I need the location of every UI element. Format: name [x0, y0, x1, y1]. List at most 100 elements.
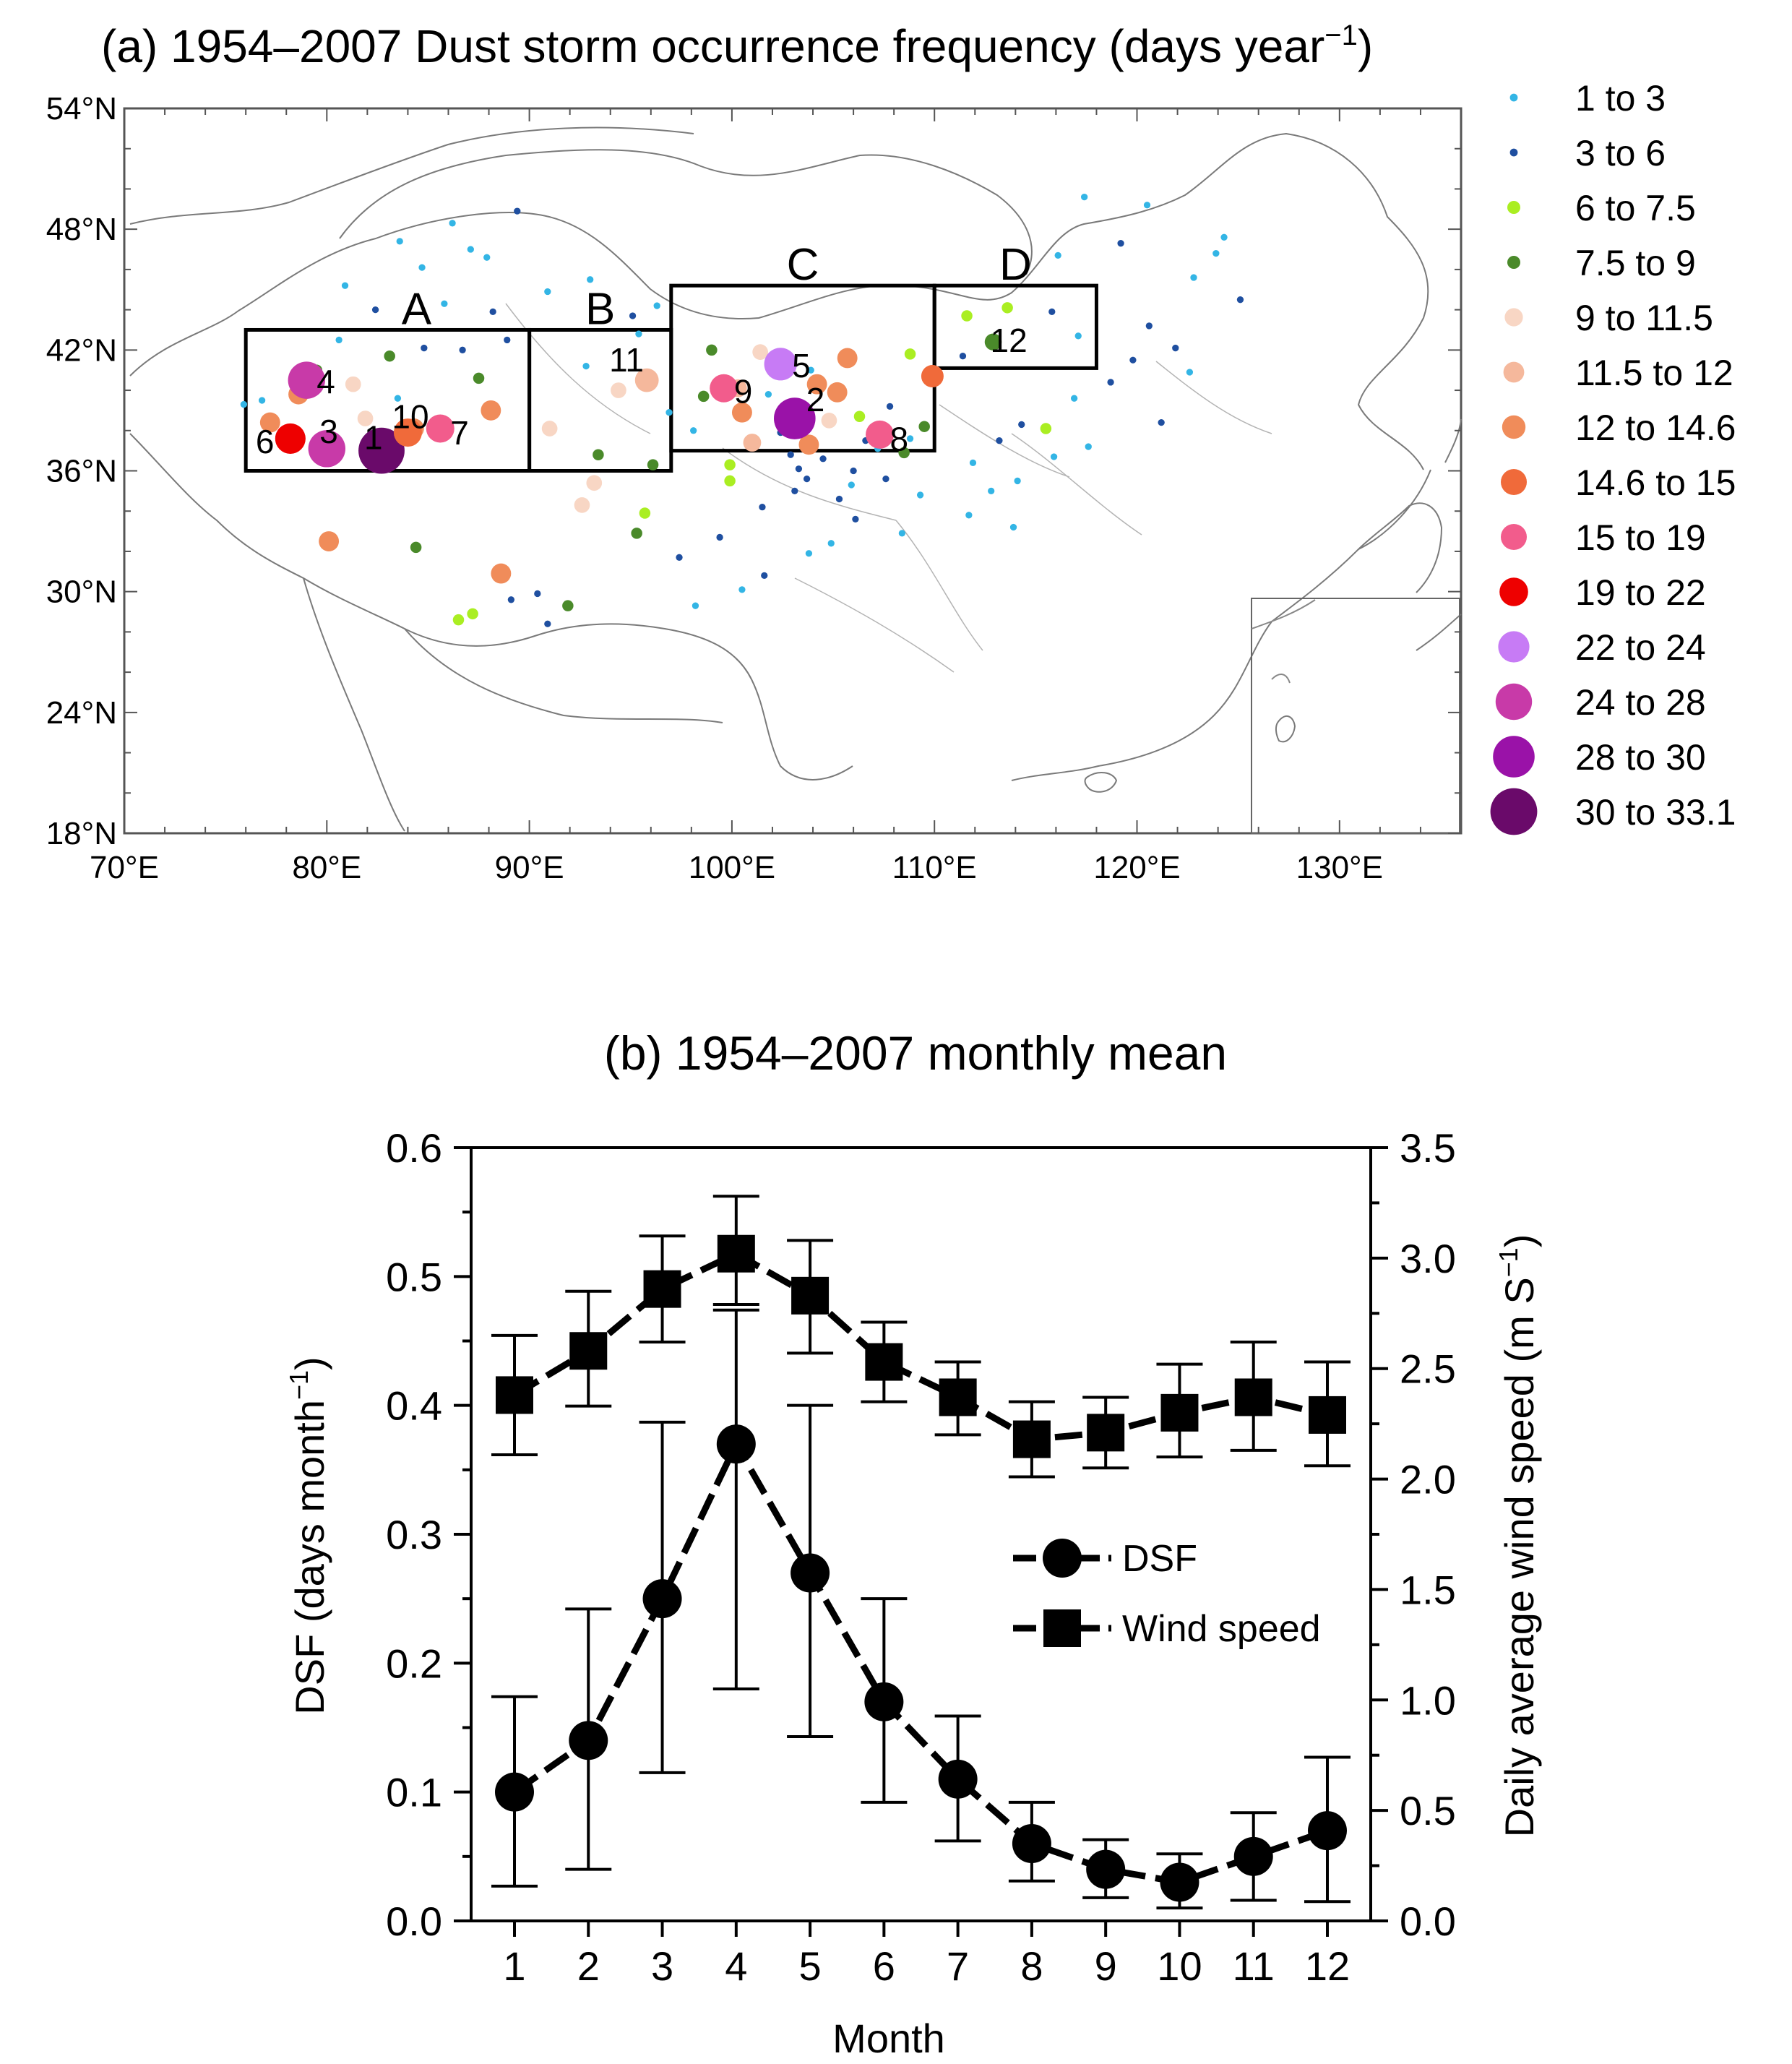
mongolia-border [339, 149, 1033, 275]
map-legend: 1 to 3 3 to 6 6 to 7.5 7.5 to 9 9 to 11.5 11.… [1490, 78, 1736, 835]
station-point [473, 372, 485, 384]
wind-speed-point [1234, 1378, 1272, 1416]
lat-tick-label: 48°N [46, 212, 117, 247]
station-7-marker [426, 414, 455, 443]
x-tick-label: 1 [503, 1943, 525, 1989]
station-9-label: 9 [734, 372, 753, 410]
russia-border [129, 126, 694, 225]
lat-tick-label: 24°N [46, 695, 117, 731]
station-point [647, 459, 659, 470]
province-lines [505, 303, 1272, 673]
station-10-marker [393, 418, 422, 447]
legend-marker-3 [1507, 256, 1520, 269]
korea-coast [1358, 502, 1443, 593]
station-point [639, 507, 651, 519]
chart-plot-area [470, 1146, 1372, 1922]
lon-tick-label: 70°E [90, 850, 159, 885]
legend-marker-0 [1509, 93, 1518, 102]
station-point [692, 602, 699, 609]
taiwan [1275, 715, 1296, 743]
station-point [459, 346, 466, 353]
legend-dsf-marker [1043, 1539, 1082, 1578]
station-10-label: 10 [392, 398, 428, 436]
dsf-point [1160, 1862, 1199, 1902]
y-tick-label: 0.3 [386, 1512, 442, 1557]
station-point [481, 400, 501, 421]
x-tick-label: 8 [1020, 1943, 1043, 1989]
x-tick-label: 9 [1095, 1943, 1117, 1989]
station-9-marker [710, 374, 738, 403]
station-point [665, 409, 673, 416]
station-point [724, 475, 736, 487]
latitude-ticks: 54°N 48°N 42°N 36°N 30°N 24°N 18°N [46, 91, 1461, 851]
station-point [821, 412, 837, 429]
station-point [629, 312, 637, 319]
legend-wind-label: Wind speed [1122, 1608, 1321, 1650]
station-point [562, 600, 574, 611]
station-point [1054, 251, 1061, 259]
legend-label-13: 30 to 33.1 [1575, 792, 1736, 833]
station-8-marker [866, 420, 895, 449]
y-axis-label: DSF (days month−1) [284, 1356, 332, 1714]
y2-tick-label: 2.0 [1400, 1457, 1456, 1502]
station-point [690, 427, 697, 434]
wind-speed-point [496, 1376, 533, 1414]
station-point [886, 403, 894, 410]
station-8-label: 8 [890, 420, 909, 457]
india-border [303, 577, 723, 832]
dsf-point [569, 1721, 608, 1760]
station-5-marker [764, 348, 797, 381]
station-points [240, 193, 1244, 627]
wind-speed-line [512, 1250, 1329, 1443]
station-point [827, 540, 835, 547]
dsf-point [1233, 1836, 1273, 1876]
station-point [716, 533, 723, 541]
y-tick-label: 0.2 [386, 1641, 442, 1686]
legend-label-9: 19 to 22 [1575, 572, 1706, 613]
wind-speed-point [643, 1270, 681, 1308]
wind-speed-point [1309, 1396, 1346, 1434]
wind-speed-point [791, 1276, 830, 1315]
station-point [357, 410, 374, 426]
station-point [961, 310, 973, 322]
station-2-marker [774, 397, 816, 439]
station-point [795, 465, 803, 473]
station-point [611, 382, 626, 398]
lon-tick-label: 130°E [1296, 850, 1383, 885]
station-point [759, 504, 766, 511]
legend-dsf-label: DSF [1122, 1538, 1197, 1580]
station-12-label: 12 [991, 322, 1028, 359]
dsf-point [1086, 1849, 1126, 1889]
station-point [805, 550, 813, 557]
y-tick-label: 0.4 [386, 1383, 442, 1429]
chart-legend: DSF Wind speed [1013, 1538, 1321, 1650]
y2-tick-label: 2.5 [1400, 1346, 1456, 1392]
station-12-marker [984, 333, 1002, 351]
dsf-axis-ticks: 0.0 0.1 0.2 0.3 0.4 0.5 0.6 [386, 1125, 471, 1944]
station-point [593, 449, 604, 460]
station-point [1172, 344, 1179, 352]
station-point [787, 451, 794, 458]
legend-wind-marker [1043, 1609, 1081, 1647]
station-point [806, 374, 827, 395]
station-point [988, 487, 995, 495]
station-point [803, 475, 811, 483]
legend-marker-1 [1509, 148, 1518, 157]
x-tick-label: 11 [1233, 1943, 1275, 1989]
lat-tick-label: 54°N [46, 91, 117, 126]
legend-label-3: 7.5 to 9 [1575, 243, 1696, 283]
station-point [1190, 274, 1197, 281]
dsf-point [864, 1682, 904, 1721]
station-point [835, 495, 843, 503]
x-tick-label: 5 [799, 1943, 822, 1989]
station-point [743, 434, 762, 452]
legend-label-11: 24 to 28 [1575, 682, 1706, 723]
lat-tick-label: 42°N [46, 332, 117, 368]
station-point [259, 412, 280, 433]
country-borders [129, 126, 1462, 832]
x-tick-label: 2 [577, 1943, 600, 1989]
wind-speed-point [1087, 1414, 1125, 1452]
station-point [345, 376, 361, 392]
station-point [848, 481, 855, 489]
dsf-point [716, 1424, 756, 1464]
